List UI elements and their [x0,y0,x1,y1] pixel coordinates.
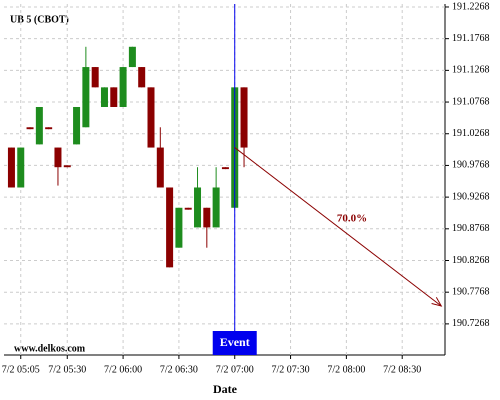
candle-body [194,187,202,228]
candle-body [45,127,53,130]
candle-body [82,67,90,128]
candle-body [175,207,183,248]
event-label: Event [220,335,250,349]
x-tick-label: 7/2 06:30 [160,364,198,375]
x-tick-label: 7/2 05:05 [2,364,40,375]
x-tick-label: 7/2 08:00 [327,364,365,375]
y-tick-label: 191.1768 [452,33,490,44]
x-tick-label: 7/2 06:00 [104,364,142,375]
candle-body [35,106,43,145]
x-tick-label: 7/2 08:30 [383,364,421,375]
candle-body [100,87,108,107]
candle-body [166,187,174,268]
x-axis-label: Date [213,382,238,396]
candle-body [63,165,71,168]
candle-body [128,46,136,68]
arrow-label: 70.0% [337,212,367,224]
candle-body [240,87,248,148]
y-tick-label: 191.0268 [452,128,490,139]
y-tick-label: 190.8268 [452,255,490,266]
candle-body [138,67,146,88]
y-tick-label: 190.8768 [452,223,490,234]
chart-title: UB 5 (CBOT) [10,14,69,25]
candle-body [221,167,229,170]
candle-body [184,207,192,210]
candle-body [73,106,81,145]
candle-body [91,67,99,88]
y-tick-label: 191.1268 [452,65,490,76]
candle-body [203,207,211,228]
y-tick-label: 190.7268 [452,318,490,329]
candle-body [147,87,155,148]
arrow-line [234,147,442,307]
candle-body [7,147,15,188]
arrow-head [431,297,443,307]
x-tick-label: 7/2 05:30 [48,364,86,375]
candle-body [119,67,127,107]
y-tick-label: 190.9768 [452,160,490,171]
event-box [212,331,257,355]
y-tick-label: 191.2268 [452,1,490,12]
candle-body [54,147,62,168]
candle-body [156,147,164,188]
x-tick-label: 7/2 07:30 [272,364,310,375]
y-tick-label: 190.7768 [452,286,490,297]
candle-body [17,147,25,188]
candle-body [26,127,34,130]
candle-body [110,87,118,107]
x-tick-label: 7/2 07:00 [216,364,254,375]
watermark: www.delkos.com [14,343,86,354]
y-tick-label: 191.0768 [452,96,490,107]
y-tick-label: 190.9268 [452,191,490,202]
candle-body [212,187,220,228]
